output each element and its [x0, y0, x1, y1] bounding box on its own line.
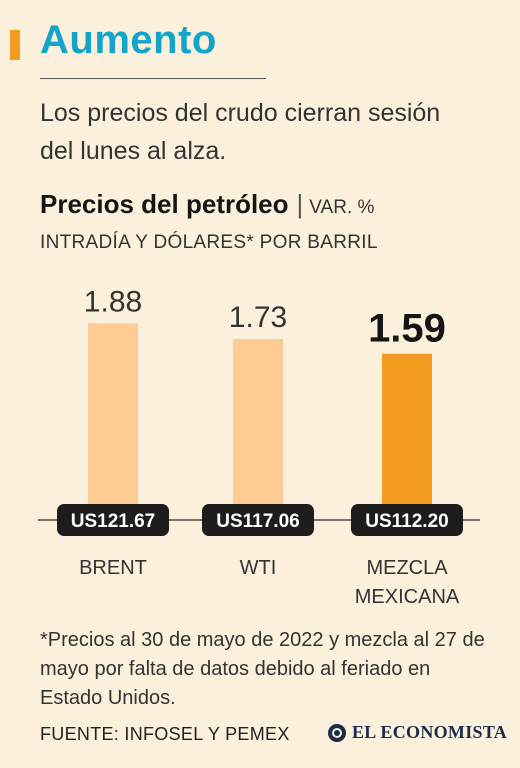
source-credit: FUENTE: INFOSEL Y PEMEX	[40, 724, 290, 744]
category-label-0: BRENT	[79, 557, 147, 579]
bar-1	[233, 339, 283, 520]
price-label-2: US112.20	[365, 511, 448, 532]
chart-title: Precios del petróleo | VAR. %	[40, 188, 510, 224]
el-economista-logo: EL ECONOMISTA	[328, 722, 507, 743]
price-badge-2	[351, 504, 463, 536]
subtitle: Los precios del crudo cierran sesión del…	[40, 99, 441, 165]
bar-2	[382, 353, 432, 520]
bar-chart: 1.88 1.73 1.59 US121.67 US117.06 US112.20 BREN…	[38, 285, 480, 608]
category-label-1: WTI	[240, 557, 277, 579]
price-badge-1	[202, 504, 314, 536]
logo-text: EL ECONOMISTA	[352, 722, 508, 742]
value-label-0: 1.88	[84, 285, 142, 318]
price-label-0: US121.67	[71, 511, 156, 532]
title-separator: |	[296, 189, 304, 219]
category-label-2: MEZCLA MEXICANA	[355, 557, 460, 608]
headline: Aumento	[40, 18, 217, 62]
accent-bar	[10, 30, 20, 60]
chart-units-line1: VAR. %	[309, 197, 375, 218]
headline-divider	[40, 78, 266, 79]
el-economista-logo-icon	[328, 723, 346, 742]
value-label-2: 1.59	[368, 307, 446, 351]
chart-title-main: Precios del petróleo	[40, 189, 289, 219]
price-badge-0	[57, 504, 169, 536]
bar-0	[88, 323, 138, 520]
chart-units-line2: INTRADÍA Y DÓLARES* POR BARRIL	[40, 232, 378, 253]
price-label-1: US117.06	[216, 511, 299, 532]
footnote: *Precios al 30 de mayo de 2022 y mezcla …	[40, 629, 485, 709]
value-label-1: 1.73	[229, 301, 287, 334]
